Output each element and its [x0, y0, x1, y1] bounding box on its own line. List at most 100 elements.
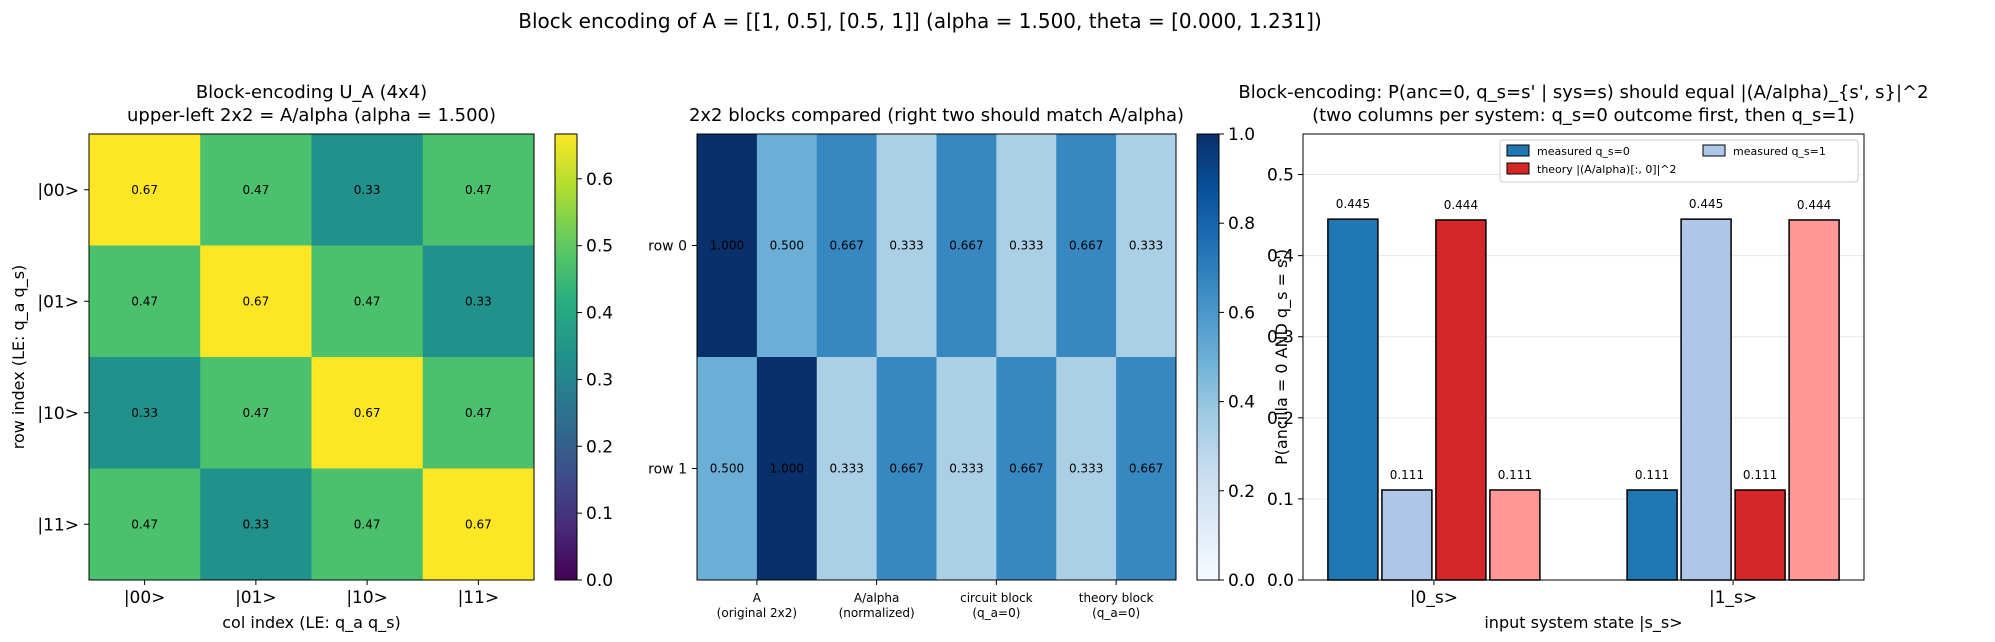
- p2-colorbar: [1196, 133, 1220, 581]
- p1-colorbar-tick-label: 0.5: [586, 237, 613, 257]
- heatmap-cell-label: 0.33: [465, 294, 492, 308]
- panel-title: 2x2 blocks compared (right two should ma…: [689, 105, 1184, 126]
- y-tick-label: 0.4: [1267, 247, 1294, 267]
- p2-colorbar-tick-label: 1.0: [1228, 125, 1255, 145]
- block-cell-label: 0.500: [770, 239, 804, 253]
- x-tick-label: |01>: [235, 588, 277, 608]
- heatmap-cell: [311, 468, 424, 581]
- x-tick-label: circuit block: [960, 591, 1033, 605]
- block-cell: [697, 134, 758, 358]
- panel-subtitle: (two columns per system: q_s=0 outcome f…: [1312, 105, 1855, 126]
- x-tick-label: theory block: [1079, 591, 1154, 605]
- p1-colorbar-tick-label: 0.0: [586, 571, 613, 591]
- heatmap-cell: [200, 245, 312, 358]
- panel-blocks-compared-heatmap: 1.000 0.500 0.667 0.333 0.667 0.333 0.667 0.333…: [648, 105, 1255, 620]
- block-cell: [1056, 357, 1117, 581]
- heatmap-cell: [311, 245, 424, 358]
- bar: [1327, 218, 1379, 581]
- heatmap-cell-label: 0.67: [243, 294, 270, 308]
- panel-probability-bar-chart: 0.0 0.1 0.2 0.3 0.4 0.5 |0_s> 0.445 0.111 0.444 0.…: [1238, 82, 1928, 633]
- y-tick-label: 0.0: [1267, 571, 1294, 591]
- block-cell-label: 0.667: [1009, 462, 1043, 476]
- heatmap-cell: [422, 245, 535, 358]
- block-cell: [876, 134, 937, 358]
- heatmap-cell-label: 0.47: [243, 406, 270, 420]
- p2-colorbar-tick-label: 0.4: [1228, 393, 1255, 413]
- block-cell-label: 0.333: [830, 462, 864, 476]
- p1-colorbar-tick-label: 0.1: [586, 504, 613, 524]
- y-axis-label: row index (LE: q_a q_s): [9, 265, 29, 450]
- y-tick-label: 0.1: [1267, 490, 1294, 510]
- y-tick-label: |10>: [37, 404, 79, 424]
- heatmap-cell-label: 0.47: [465, 183, 492, 197]
- heatmap-cell: [89, 357, 201, 469]
- x-tick-label: |1_s>: [1709, 588, 1757, 608]
- legend-label: measured q_s=1: [1733, 145, 1826, 158]
- heatmap-cell: [422, 468, 535, 581]
- panel-block-encoding-heatmap: 0.67 0.47 0.33 0.47 0.47 0.67 0.47 0.33 0.33 0.47…: [9, 82, 613, 633]
- legend-label: theory |(A/alpha)[:, 0]|^2: [1537, 163, 1677, 176]
- heatmap-cell: [200, 468, 312, 581]
- block-cell-label: 1.000: [710, 239, 744, 253]
- block-cell-label: 1.000: [770, 462, 804, 476]
- p1-colorbar-tick-label: 0.3: [586, 370, 613, 390]
- bar-value-label: 0.111: [1743, 468, 1777, 482]
- y-tick-label: 0.2: [1267, 409, 1294, 429]
- y-tick-label: row 0: [648, 239, 687, 255]
- x-axis-label: input system state |s_s>: [1484, 613, 1682, 633]
- x-tick-sublabel: (q_a=0): [1092, 606, 1140, 620]
- x-tick-sublabel: (q_a=0): [972, 606, 1020, 620]
- y-axis-label: P(ancilla = 0 AND q_s = s'): [1272, 249, 1292, 465]
- block-cell-label: 0.667: [889, 462, 923, 476]
- p2-colorbar-tick-label: 0.2: [1228, 482, 1255, 502]
- panel-subtitle: upper-left 2x2 = A/alpha (alpha = 1.500): [127, 105, 496, 126]
- legend-frame: [1499, 139, 1859, 183]
- p1-colorbar-tick-label: 0.2: [586, 437, 613, 457]
- block-cell-label: 0.500: [710, 462, 744, 476]
- heatmap-cell-label: 0.33: [131, 406, 158, 420]
- heatmap-cell-label: 0.67: [354, 406, 381, 420]
- heatmap-cell-label: 0.47: [131, 294, 158, 308]
- bar: [1489, 489, 1541, 581]
- x-tick-sublabel: (normalized): [839, 606, 915, 620]
- y-tick-label: |01>: [37, 292, 79, 312]
- heatmap-cell: [422, 357, 535, 469]
- x-tick-label: |00>: [124, 588, 166, 608]
- x-tick-label: A: [753, 591, 762, 605]
- block-cell: [996, 357, 1057, 581]
- x-tick-label: |10>: [346, 588, 388, 608]
- block-cell-label: 0.667: [1129, 462, 1163, 476]
- x-axis-label: col index (LE: q_a q_s): [222, 613, 401, 633]
- block-cell: [816, 134, 878, 358]
- p2-colorbar-tick-label: 0.8: [1228, 214, 1255, 234]
- bar: [1435, 219, 1487, 581]
- block-cell-label: 0.333: [1009, 239, 1043, 253]
- bar: [1788, 219, 1840, 581]
- heatmap-cell-label: 0.33: [243, 517, 270, 531]
- bar-value-label: 0.444: [1797, 198, 1831, 212]
- x-tick-sublabel: (original 2x2): [717, 606, 797, 620]
- block-cell-label: 0.667: [949, 239, 983, 253]
- y-tick-label: 0.5: [1267, 166, 1294, 186]
- bar-value-label: 0.111: [1635, 468, 1669, 482]
- block-cell: [1116, 134, 1177, 358]
- bar: [1626, 489, 1678, 581]
- bar: [1381, 489, 1433, 581]
- p1-colorbar-tick-label: 0.6: [586, 170, 613, 190]
- heatmap-cell: [89, 468, 201, 581]
- block-cell: [1116, 357, 1177, 581]
- heatmap-cell: [200, 357, 312, 469]
- y-tick-label: row 1: [648, 462, 687, 478]
- y-tick-label: |11>: [37, 515, 79, 535]
- p1-colorbar-tick-label: 0.4: [586, 304, 613, 324]
- heatmap-cell: [89, 134, 201, 246]
- heatmap-cell: [311, 134, 424, 246]
- block-cell-label: 0.667: [1069, 239, 1103, 253]
- block-cell-label: 0.333: [889, 239, 923, 253]
- p1-colorbar: [554, 133, 578, 581]
- block-frame: [696, 133, 1177, 581]
- bar-value-label: 0.444: [1444, 198, 1478, 212]
- heatmap-cell-label: 0.47: [243, 183, 270, 197]
- block-cell: [1056, 134, 1117, 358]
